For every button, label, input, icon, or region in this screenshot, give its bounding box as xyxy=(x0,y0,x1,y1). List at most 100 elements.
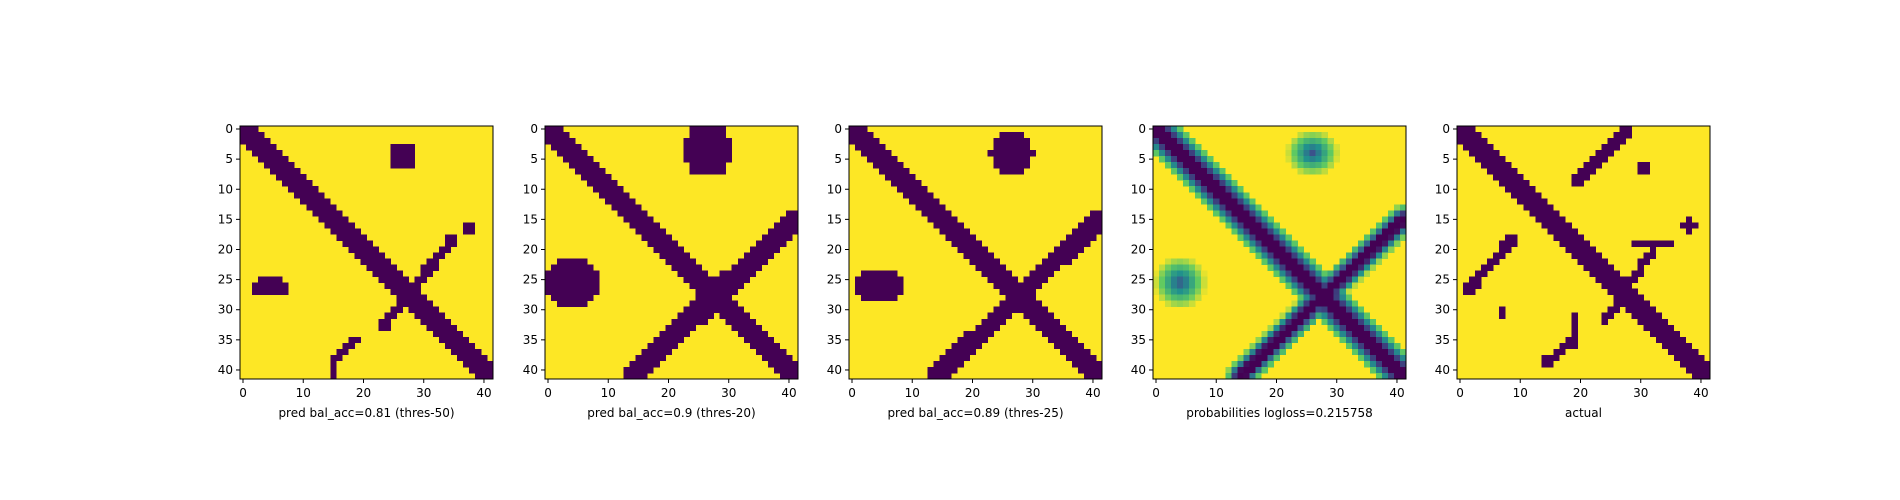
heatmap-cell xyxy=(1225,186,1232,193)
heatmap-cell xyxy=(1387,342,1395,350)
heatmap-cell xyxy=(773,222,781,229)
heatmap-cell xyxy=(1697,360,1705,368)
heatmap-cell xyxy=(1005,300,1012,308)
heatmap-cell xyxy=(288,180,295,187)
heatmap-cell xyxy=(462,342,470,350)
heatmap-cell xyxy=(1089,372,1097,380)
heatmap-cell xyxy=(1387,348,1395,356)
heatmap-cell xyxy=(873,144,880,151)
heatmap-cell xyxy=(468,222,476,229)
heatmap-cell xyxy=(1053,342,1061,350)
heatmap-cell xyxy=(282,168,289,175)
heatmap-cell xyxy=(1171,144,1178,151)
heatmap-cell xyxy=(1601,258,1608,265)
heatmap-cell xyxy=(1189,174,1196,181)
heatmap-cell xyxy=(1065,354,1073,362)
heatmap-cell xyxy=(1189,258,1196,265)
heatmap-cell xyxy=(1595,264,1602,271)
heatmap-cell xyxy=(1207,162,1214,169)
heatmap-cell xyxy=(432,264,440,271)
heatmap-cell xyxy=(641,234,648,241)
heatmap-cell xyxy=(1607,288,1614,295)
heatmap-cell xyxy=(1159,150,1166,157)
heatmap-cell xyxy=(689,132,696,139)
heatmap-cell xyxy=(1225,180,1232,187)
heatmap-cell xyxy=(1505,180,1512,187)
heatmap-cell xyxy=(987,252,994,259)
heatmap-cell xyxy=(1381,336,1389,344)
heatmap-cell xyxy=(1303,168,1310,175)
heatmap-cell xyxy=(737,318,745,326)
heatmap-cell xyxy=(641,222,648,229)
heatmap-cell xyxy=(575,144,582,151)
heatmap-cell xyxy=(456,336,464,344)
heatmap-cell xyxy=(743,276,751,283)
heatmap-cell xyxy=(1177,144,1184,151)
heatmap-cell xyxy=(1399,360,1407,368)
heatmap-cell xyxy=(1357,252,1365,259)
heatmap-cell xyxy=(348,228,355,235)
heatmap-cell xyxy=(246,144,253,151)
heatmap-cell xyxy=(288,174,295,181)
heatmap-cell xyxy=(707,294,714,301)
heatmap-cell xyxy=(1095,216,1103,223)
heatmap-cell xyxy=(785,228,793,235)
heatmap-cell xyxy=(1047,318,1055,326)
heatmap-cell xyxy=(593,174,600,181)
heatmap-cell xyxy=(1393,360,1401,368)
heatmap-cell xyxy=(1089,216,1097,223)
panel-3-x-tick-label: 10 xyxy=(905,386,920,400)
heatmap-cell xyxy=(861,138,868,145)
heatmap-cell xyxy=(957,360,964,368)
heatmap-cell xyxy=(1571,342,1578,350)
heatmap-cell xyxy=(1285,312,1292,320)
heatmap-cell xyxy=(1487,162,1494,169)
heatmap-cell xyxy=(903,192,910,199)
heatmap-cell xyxy=(957,354,964,362)
heatmap-cell xyxy=(683,252,690,259)
heatmap-cell xyxy=(755,252,763,259)
heatmap-cell xyxy=(1619,126,1626,133)
heatmap-cell xyxy=(957,246,964,253)
heatmap-cell xyxy=(1177,174,1184,181)
heatmap-cell xyxy=(1231,192,1238,199)
heatmap-cell xyxy=(1559,216,1566,223)
heatmap-cell xyxy=(1505,174,1512,181)
heatmap-cell xyxy=(1309,276,1316,283)
heatmap-cell xyxy=(282,162,289,169)
heatmap-cell xyxy=(939,228,946,235)
heatmap-cell xyxy=(1177,300,1184,308)
heatmap-cell xyxy=(276,282,283,289)
heatmap-cell xyxy=(348,246,355,253)
heatmap-cell xyxy=(246,126,253,133)
heatmap-cell xyxy=(1351,252,1359,259)
heatmap-cell xyxy=(1083,228,1091,235)
heatmap-cell xyxy=(1643,312,1651,320)
heatmap-cell xyxy=(1089,366,1097,374)
heatmap-cell xyxy=(1399,216,1407,223)
heatmap-cell xyxy=(1357,276,1365,283)
heatmap-cell xyxy=(1291,162,1298,169)
heatmap-cell xyxy=(1673,336,1681,344)
heatmap-cell xyxy=(420,312,428,320)
heatmap-cell xyxy=(1183,144,1190,151)
heatmap-cell xyxy=(1183,288,1190,295)
heatmap-cell xyxy=(1309,270,1316,277)
heatmap-cell xyxy=(1285,156,1292,163)
heatmap-cell xyxy=(581,288,588,295)
heatmap-cell xyxy=(909,198,916,205)
heatmap-cell xyxy=(779,366,787,374)
heatmap-cell xyxy=(713,144,720,151)
heatmap-cell xyxy=(1035,300,1043,308)
heatmap-cell xyxy=(1231,360,1238,368)
heatmap-cell xyxy=(1345,330,1353,338)
heatmap-cell xyxy=(1177,264,1184,271)
heatmap-cell xyxy=(707,312,714,320)
heatmap-cell xyxy=(294,168,301,175)
panel-2-heatmap-cells xyxy=(545,126,799,380)
heatmap-cell xyxy=(707,156,714,163)
heatmap-cell xyxy=(587,282,594,289)
heatmap-cell xyxy=(1201,156,1208,163)
